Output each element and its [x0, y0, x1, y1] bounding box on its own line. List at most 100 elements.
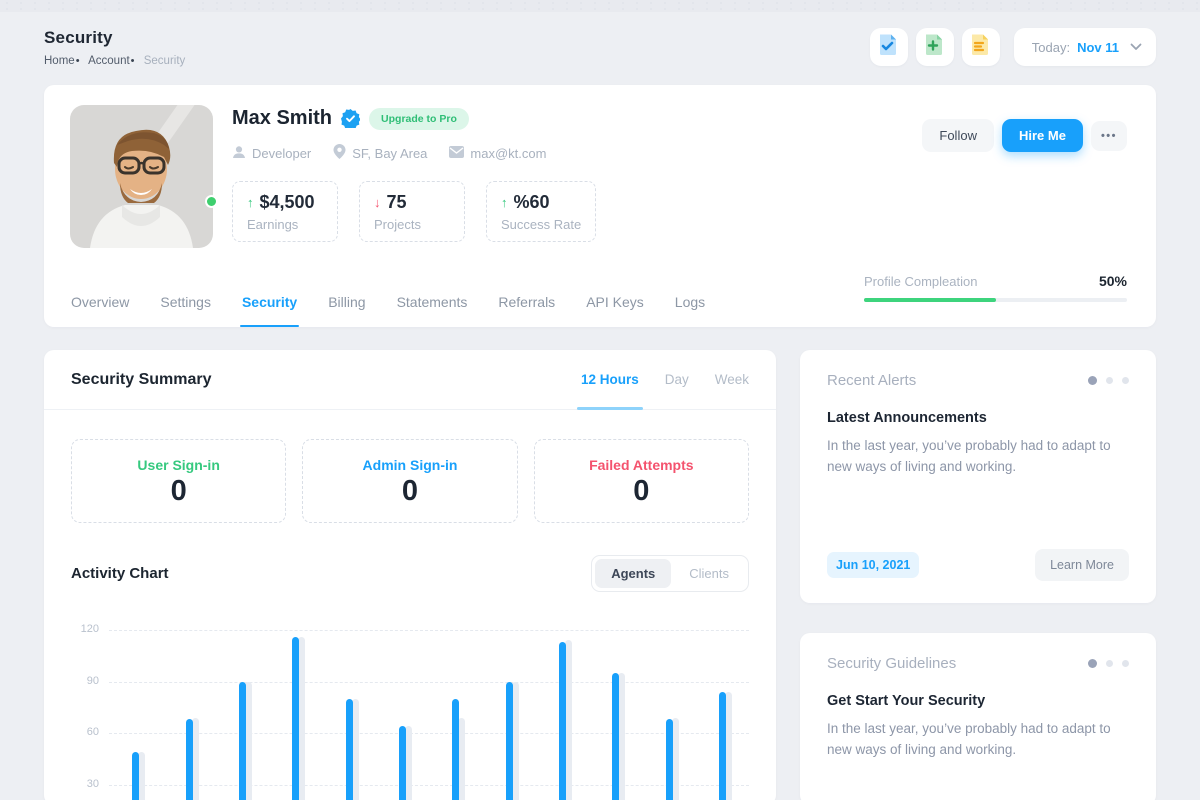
trend-up-icon: ↑: [501, 195, 508, 210]
guidelines-body: In the last year, you’ve probably had to…: [827, 721, 1111, 757]
chart-bar[interactable]: [345, 698, 353, 800]
success-rate-label: Success Rate: [501, 217, 582, 232]
trend-down-icon: ↓: [374, 195, 381, 210]
guidelines-title: Security Guidelines: [827, 655, 957, 672]
user-signin-value: 0: [170, 474, 187, 507]
role-meta: Developer: [232, 145, 311, 162]
email-label: max@kt.com: [470, 145, 547, 161]
chevron-down-icon: [1130, 43, 1142, 51]
chart-bar[interactable]: [558, 642, 566, 800]
stat-success-rate: ↑ %60 Success Rate: [486, 181, 597, 242]
chart-ytick-label: 60: [86, 726, 99, 738]
chart-bar[interactable]: [452, 698, 460, 800]
tab-settings[interactable]: Settings: [160, 294, 211, 310]
tab-statements[interactable]: Statements: [396, 294, 468, 310]
profile-name: Max Smith: [232, 107, 333, 129]
location-label: SF, Bay Area: [352, 145, 428, 161]
envelope-icon: [449, 145, 465, 161]
side-column: Recent Alerts Latest Announcements In th…: [800, 350, 1156, 800]
profile-actions: Follow Hire Me •••: [922, 119, 1127, 152]
chart-bar[interactable]: [132, 751, 140, 800]
hire-me-button[interactable]: Hire Me: [1001, 119, 1083, 152]
document-lines-icon: [971, 34, 990, 61]
avatar: [70, 105, 218, 248]
tab-security[interactable]: Security: [239, 277, 300, 327]
chart-ytick-label: 30: [86, 777, 99, 790]
alerts-heading: Latest Announcements: [827, 410, 987, 426]
date-selector[interactable]: Today: Nov 11: [1013, 28, 1156, 66]
carousel-dot[interactable]: [1088, 659, 1097, 668]
toggle-agents[interactable]: Agents: [595, 559, 672, 588]
chart-bar[interactable]: [665, 719, 673, 800]
date-selector-value: Nov 11: [1077, 39, 1119, 55]
security-summary-card: Security Summary 12 Hours Day Week User …: [44, 350, 776, 800]
chart-bar[interactable]: [612, 672, 620, 800]
carousel-dot[interactable]: [1122, 660, 1129, 667]
admin-signin-label: Admin Sign-in: [362, 456, 458, 473]
breadcrumb-account[interactable]: Account: [88, 55, 130, 67]
tab-api-keys[interactable]: API Keys: [586, 294, 644, 310]
user-icon: [232, 145, 246, 162]
page-top-texture: [0, 0, 1200, 12]
carousel-dot[interactable]: [1122, 377, 1129, 384]
summary-title: Security Summary: [71, 370, 212, 388]
chart-bar[interactable]: [292, 636, 300, 800]
header-actions: Today: Nov 11: [869, 28, 1156, 66]
location-pin-icon: [333, 144, 346, 162]
learn-more-button[interactable]: Learn More: [1035, 549, 1129, 581]
chart-bar[interactable]: [185, 719, 193, 800]
chart-gridline: [109, 630, 749, 631]
chart-bar-shadow: [138, 751, 146, 800]
toggle-clients[interactable]: Clients: [689, 566, 729, 581]
breadcrumb-current: Security: [143, 55, 186, 67]
breadcrumb-home[interactable]: Home: [44, 55, 75, 67]
document-lines-button[interactable]: [961, 28, 1000, 66]
chart-bar[interactable]: [718, 691, 726, 800]
carousel-dot[interactable]: [1106, 660, 1113, 667]
earnings-label: Earnings: [247, 217, 299, 232]
chart-bar[interactable]: [238, 681, 246, 800]
email-meta: max@kt.com: [449, 145, 547, 161]
header-left: Security Home• Account• Security: [44, 28, 185, 67]
completion-progress-fill: [864, 298, 996, 302]
earnings-value: $4,500: [259, 192, 315, 212]
more-options-button[interactable]: •••: [1090, 120, 1127, 151]
tab-billing[interactable]: Billing: [328, 294, 366, 310]
chart-gridline: [109, 681, 749, 683]
chart-bar-shadow: [511, 681, 519, 800]
breadcrumb-separator: •: [75, 55, 80, 67]
date-selector-label: Today:: [1031, 39, 1071, 55]
stat-earnings: ↑ $4,500 Earnings: [232, 181, 338, 242]
page-title: Security: [44, 28, 113, 47]
document-check-button[interactable]: [869, 28, 908, 66]
security-guidelines-card: Security Guidelines Get Start Your Secur…: [800, 633, 1156, 800]
carousel-dots: [1088, 376, 1129, 385]
document-add-button[interactable]: [915, 28, 954, 66]
activity-title: Activity Chart: [71, 565, 169, 582]
carousel-dot[interactable]: [1106, 377, 1113, 384]
tab-referrals[interactable]: Referrals: [498, 294, 556, 310]
chart-bar-shadow: [618, 672, 626, 800]
activity-header: Activity Chart Agents Clients: [71, 555, 749, 592]
recent-alerts-card: Recent Alerts Latest Announcements In th…: [800, 350, 1156, 603]
tab-logs[interactable]: Logs: [674, 294, 706, 310]
carousel-dot[interactable]: [1088, 376, 1097, 385]
upgrade-pro-badge[interactable]: Upgrade to Pro: [369, 107, 469, 130]
period-tab-day[interactable]: Day: [664, 372, 689, 387]
chart-bar[interactable]: [505, 681, 513, 800]
completion-label: Profile Compleation: [864, 274, 978, 289]
page-header: Security Home• Account• Security: [44, 18, 1156, 85]
chart-bar[interactable]: [398, 726, 406, 800]
profile-main: Max Smith Upgrade to Pro Developer SF, B…: [232, 107, 546, 162]
follow-button[interactable]: Follow: [922, 119, 994, 152]
projects-label: Projects: [374, 217, 421, 232]
period-tab-week[interactable]: Week: [714, 372, 749, 387]
profile-card: Max Smith Upgrade to Pro Developer SF, B…: [44, 85, 1156, 327]
chart-bar-shadow: [191, 717, 199, 800]
admin-signin-value: 0: [401, 474, 419, 507]
alerts-title: Recent Alerts: [827, 372, 917, 389]
chart-bar-shadow: [724, 691, 732, 800]
period-tab-12-hours[interactable]: 12 Hours: [576, 350, 643, 410]
tab-overview[interactable]: Overview: [71, 294, 130, 310]
projects-value: 75: [386, 192, 407, 212]
